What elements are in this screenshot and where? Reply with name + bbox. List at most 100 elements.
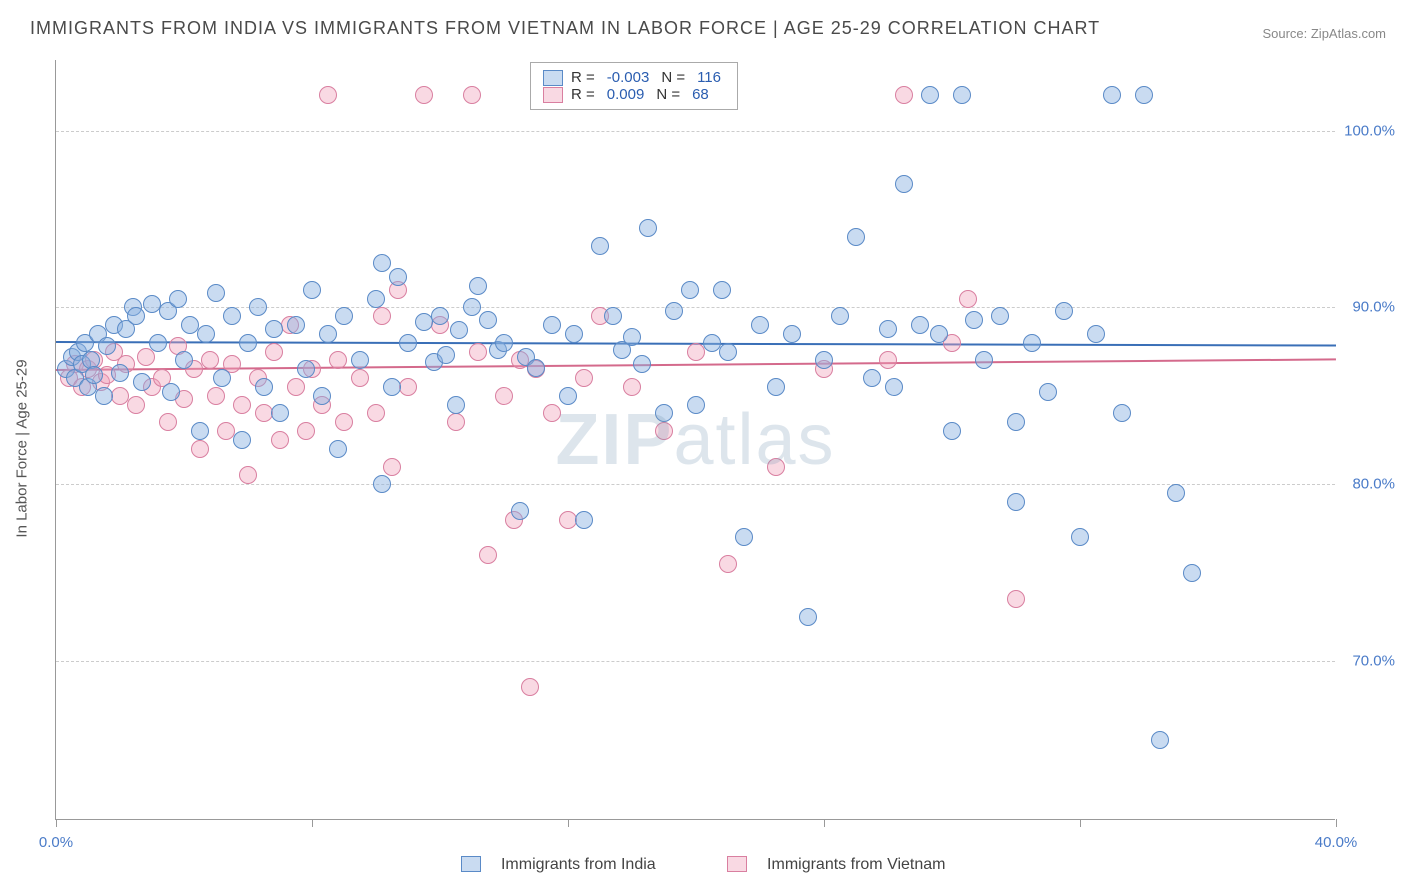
data-point-india (633, 355, 651, 373)
data-point-india (133, 373, 151, 391)
data-point-vietnam (687, 343, 705, 361)
data-point-india (111, 364, 129, 382)
data-point-vietnam (319, 86, 337, 104)
data-point-india (604, 307, 622, 325)
data-point-india (169, 290, 187, 308)
data-point-vietnam (399, 378, 417, 396)
data-point-vietnam (351, 369, 369, 387)
data-point-india (1113, 404, 1131, 422)
data-point-india (527, 359, 545, 377)
data-point-india (885, 378, 903, 396)
data-point-india (373, 475, 391, 493)
data-point-india (287, 316, 305, 334)
source-attribution: Source: ZipAtlas.com (1262, 26, 1386, 41)
data-point-india (921, 86, 939, 104)
data-point-india (191, 422, 209, 440)
data-point-india (463, 298, 481, 316)
data-point-vietnam (719, 555, 737, 573)
data-point-vietnam (271, 431, 289, 449)
data-point-india (565, 325, 583, 343)
data-point-india (271, 404, 289, 422)
data-point-vietnam (191, 440, 209, 458)
data-point-india (1055, 302, 1073, 320)
data-point-india (847, 228, 865, 246)
data-point-india (831, 307, 849, 325)
data-point-india (255, 378, 273, 396)
data-point-vietnam (329, 351, 347, 369)
data-point-india (511, 502, 529, 520)
data-point-india (767, 378, 785, 396)
data-point-india (1023, 334, 1041, 352)
data-point-india (991, 307, 1009, 325)
data-point-india (162, 383, 180, 401)
legend-vietnam-label: Immigrants from Vietnam (767, 856, 945, 873)
data-point-india (1183, 564, 1201, 582)
x-tick (56, 819, 57, 827)
data-point-india (713, 281, 731, 299)
data-point-india (437, 346, 455, 364)
x-tick-label: 40.0% (1315, 834, 1358, 851)
data-point-india (431, 307, 449, 325)
chart-plot-area: ZIPatlas 70.0%80.0%90.0%100.0%0.0%40.0% (55, 60, 1335, 820)
data-point-vietnam (373, 307, 391, 325)
data-point-india (495, 334, 513, 352)
data-point-india (175, 351, 193, 369)
data-point-india (655, 404, 673, 422)
y-tick-label: 70.0% (1352, 652, 1395, 669)
data-point-india (367, 290, 385, 308)
data-point-vietnam (479, 546, 497, 564)
y-tick-label: 80.0% (1352, 476, 1395, 493)
data-point-vietnam (575, 369, 593, 387)
data-point-india (799, 608, 817, 626)
data-point-india (965, 311, 983, 329)
data-point-vietnam (207, 387, 225, 405)
data-point-india (329, 440, 347, 458)
data-point-vietnam (543, 404, 561, 422)
data-point-india (297, 360, 315, 378)
data-point-india (559, 387, 577, 405)
data-point-india (953, 86, 971, 104)
data-point-vietnam (287, 378, 305, 396)
legend-india-label: Immigrants from India (501, 856, 656, 873)
data-point-india (447, 396, 465, 414)
data-point-india (665, 302, 683, 320)
data-point-vietnam (495, 387, 513, 405)
data-point-india (895, 175, 913, 193)
data-point-vietnam (879, 351, 897, 369)
swatch-vietnam-icon (543, 87, 563, 103)
data-point-india (239, 334, 257, 352)
data-point-india (975, 351, 993, 369)
data-point-vietnam (297, 422, 315, 440)
data-point-india (879, 320, 897, 338)
data-point-vietnam (137, 348, 155, 366)
x-tick (1080, 819, 1081, 827)
data-point-india (623, 328, 641, 346)
data-point-vietnam (367, 404, 385, 422)
data-point-india (265, 320, 283, 338)
legend-row-india: R = -0.003 N = 116 (543, 69, 725, 86)
correlation-legend: R = -0.003 N = 116 R = 0.009 N = 68 (530, 62, 738, 110)
data-point-india (1007, 413, 1025, 431)
data-point-vietnam (415, 86, 433, 104)
data-point-india (249, 298, 267, 316)
data-point-india (303, 281, 321, 299)
data-point-india (351, 351, 369, 369)
data-point-vietnam (895, 86, 913, 104)
swatch-vietnam-icon (727, 856, 747, 872)
data-point-india (1103, 86, 1121, 104)
x-tick (1336, 819, 1337, 827)
data-point-india (95, 387, 113, 405)
data-point-india (687, 396, 705, 414)
data-point-india (399, 334, 417, 352)
data-point-india (127, 307, 145, 325)
data-point-vietnam (239, 466, 257, 484)
data-point-india (735, 528, 753, 546)
data-point-india (85, 366, 103, 384)
data-point-vietnam (521, 678, 539, 696)
data-point-vietnam (463, 86, 481, 104)
data-point-india (1135, 86, 1153, 104)
grid-line (56, 661, 1335, 662)
chart-title: IMMIGRANTS FROM INDIA VS IMMIGRANTS FROM… (30, 18, 1100, 39)
data-point-vietnam (159, 413, 177, 431)
data-point-india (373, 254, 391, 272)
